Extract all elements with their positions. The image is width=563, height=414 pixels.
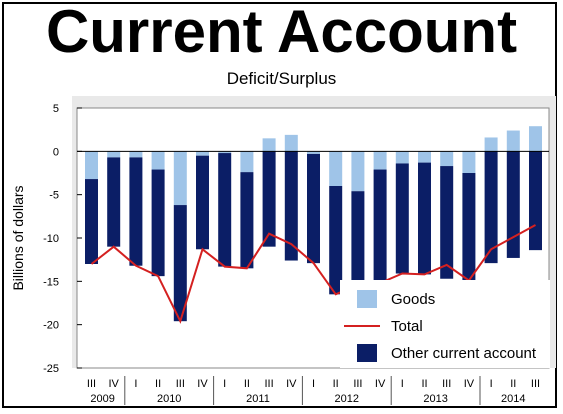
bar-goods bbox=[173, 151, 187, 206]
bar-other-current-account bbox=[85, 179, 98, 264]
x-tick-label-quarter: II bbox=[244, 378, 250, 390]
x-tick-label-quarter: III bbox=[87, 378, 96, 390]
y-axis-label: Billions of dollars bbox=[10, 185, 26, 290]
legend-swatch-goods bbox=[357, 290, 377, 308]
bar-goods bbox=[107, 151, 121, 158]
bar-other-current-account bbox=[196, 155, 209, 250]
x-tick-label-year: 2012 bbox=[335, 393, 359, 405]
y-tick-label: 0 bbox=[53, 146, 59, 158]
legend-label-total: Total bbox=[391, 318, 423, 335]
x-axis: III IV I II III IV I II III IV I II III IV I II III IV I II… bbox=[87, 376, 540, 405]
x-tick-label-quarter: IV bbox=[464, 378, 475, 390]
x-tick-label-quarter: I bbox=[223, 378, 226, 390]
x-tick-label-quarter: III bbox=[442, 378, 451, 390]
bar-other-current-account bbox=[373, 169, 387, 284]
bar-goods bbox=[351, 151, 365, 192]
bar-other-current-account bbox=[418, 162, 431, 275]
x-tick-label-quarter: IV bbox=[197, 378, 208, 390]
bar-goods bbox=[240, 151, 254, 173]
bars bbox=[77, 126, 549, 322]
y-tick-label: 5 bbox=[53, 103, 59, 115]
x-tick-label-year: 2011 bbox=[246, 393, 270, 405]
x-tick-label-year: 2010 bbox=[157, 393, 181, 405]
bar-other-current-account bbox=[395, 163, 409, 274]
bar-goods bbox=[329, 151, 343, 186]
y-tick-label: -25 bbox=[43, 363, 59, 375]
x-tick-label-quarter: IV bbox=[286, 378, 297, 390]
total-line bbox=[90, 224, 536, 324]
bar-goods bbox=[506, 130, 520, 152]
y-tick-label: -15 bbox=[43, 276, 59, 288]
y-tick-label: -5 bbox=[49, 190, 59, 202]
x-tick-label-quarter: IV bbox=[375, 378, 386, 390]
bar-other-current-account bbox=[218, 153, 232, 267]
bar-goods bbox=[418, 151, 431, 163]
bar-other-current-account bbox=[329, 186, 343, 295]
bar-goods bbox=[395, 151, 409, 164]
bar-other-current-account bbox=[107, 157, 121, 247]
bar-other-current-account bbox=[129, 157, 143, 266]
x-tick-label-quarter: II bbox=[333, 378, 339, 390]
chart-title: Current Account bbox=[45, 0, 518, 65]
x-tick-label-quarter: IV bbox=[108, 378, 119, 390]
bar-goods bbox=[462, 151, 476, 173]
bar-other-current-account bbox=[284, 151, 298, 261]
bar-goods bbox=[196, 151, 209, 156]
bar-other-current-account bbox=[440, 166, 454, 279]
legend-label-goods: Goods bbox=[391, 291, 435, 308]
bar-other-current-account bbox=[484, 151, 498, 264]
bar-other-current-account bbox=[151, 169, 165, 277]
bar-other-current-account bbox=[462, 173, 476, 281]
bar-other-current-account bbox=[351, 191, 365, 285]
x-tick-label-quarter: II bbox=[155, 378, 161, 390]
bar-goods bbox=[218, 151, 232, 154]
bar-goods bbox=[440, 151, 454, 167]
legend: Goods Total Other current account bbox=[340, 280, 550, 368]
bar-goods bbox=[529, 126, 542, 152]
x-tick-label-year: 2013 bbox=[423, 393, 447, 405]
bar-other-current-account bbox=[173, 205, 187, 322]
x-tick-label-quarter: II bbox=[421, 378, 427, 390]
x-tick-label-quarter: I bbox=[490, 378, 493, 390]
x-tick-label-quarter: I bbox=[134, 378, 137, 390]
bar-goods bbox=[151, 151, 165, 170]
x-tick-label-quarter: III bbox=[265, 378, 274, 390]
chart-subtitle: Deficit/Surplus bbox=[226, 69, 337, 88]
x-tick-label-quarter: III bbox=[531, 378, 540, 390]
x-tick-label-year: 2009 bbox=[90, 393, 114, 405]
y-axis: 5 0 -5 -10 -15 -20 -25 bbox=[43, 103, 82, 375]
bar-goods bbox=[307, 151, 320, 154]
x-tick-label-quarter: III bbox=[353, 378, 362, 390]
x-tick-label-quarter: I bbox=[312, 378, 315, 390]
legend-label-other: Other current account bbox=[391, 345, 537, 362]
bar-goods bbox=[262, 138, 276, 152]
bar-other-current-account bbox=[262, 151, 276, 247]
bar-goods bbox=[484, 137, 498, 152]
bar-goods bbox=[373, 151, 387, 170]
x-tick-label-quarter: III bbox=[176, 378, 185, 390]
x-tick-label-quarter: II bbox=[510, 378, 516, 390]
x-tick-label-quarter: I bbox=[401, 378, 404, 390]
bar-goods bbox=[85, 151, 98, 180]
bar-goods bbox=[284, 134, 298, 152]
bar-other-current-account bbox=[529, 151, 542, 251]
y-tick-label: -20 bbox=[43, 320, 59, 332]
bar-goods bbox=[129, 151, 143, 158]
legend-swatch-other bbox=[357, 344, 377, 362]
x-tick-label-year: 2014 bbox=[501, 393, 525, 405]
bar-other-current-account bbox=[506, 151, 520, 258]
y-tick-label: -10 bbox=[43, 233, 59, 245]
bar-other-current-account bbox=[240, 172, 254, 269]
bar-other-current-account bbox=[307, 153, 320, 264]
